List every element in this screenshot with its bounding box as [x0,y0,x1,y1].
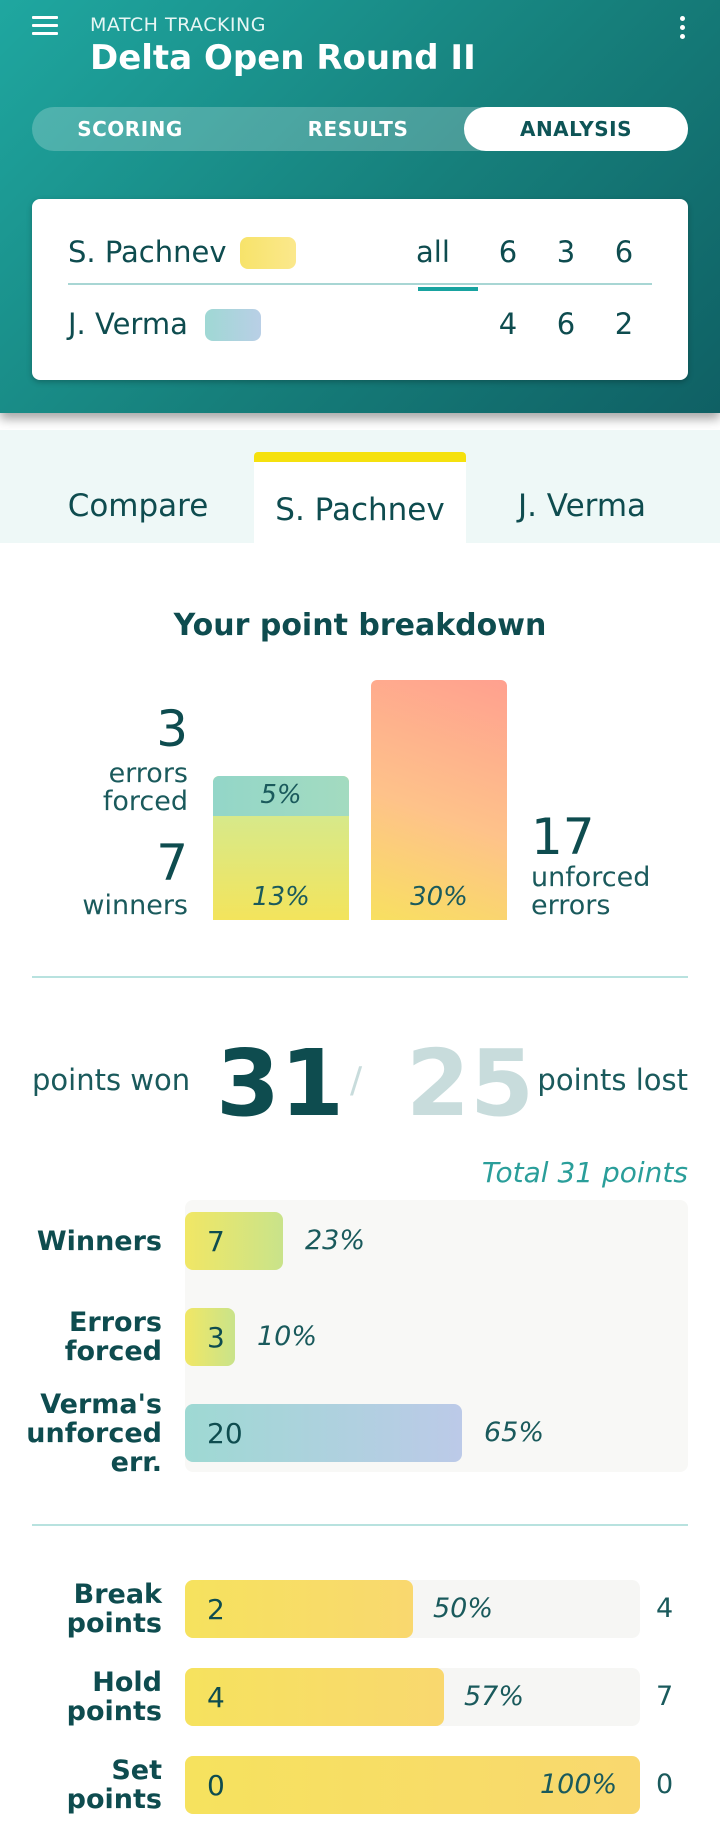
app-header: MATCH TRACKING Delta Open Round II SCORI… [0,0,720,413]
pressure-total: 7 [656,1681,674,1712]
set-score: 6 [556,307,576,341]
player-name: J. Verma [68,307,188,341]
set-score: 3 [556,235,576,269]
menu-icon[interactable] [32,16,58,36]
player-name: S. Pachnev [68,235,227,269]
unforced-errors-count: 17 [531,808,595,866]
won-breakdown-label: Verma's unforced err. [26,1388,162,1478]
won-breakdown-bar: 20 [185,1404,462,1462]
set-score: 4 [498,307,518,341]
tab-analysis[interactable]: ANALYSIS [464,107,688,151]
set-filter-indicator [418,287,478,291]
unforced-errors-bar: 30% [371,680,507,920]
pressure-pct: 100% [540,1769,618,1800]
pressure-label: Break points [66,1579,162,1639]
player-color-chip [240,237,296,269]
pressure-value: 2 [207,1593,225,1626]
won-breakdown-value: 20 [207,1417,243,1450]
pressure-bar: 2 [185,1580,413,1638]
pressure-label: Set points [66,1755,162,1815]
pressure-bar: 0 [185,1756,640,1814]
won-breakdown-bar: 3 [185,1308,235,1366]
won-breakdown-pct: 65% [484,1417,545,1448]
unforced-errors-pct: 30% [410,882,468,912]
winners-errors-bar: 5% 13% [213,776,349,920]
pressure-value: 4 [207,1681,225,1714]
won-breakdown-value: 7 [207,1225,225,1258]
pressure-total: 4 [656,1593,674,1624]
view-tabs: SCORING RESULTS ANALYSIS [32,107,688,151]
points-lost-value: 25 [406,1030,535,1137]
winners-label: winners [82,890,188,921]
won-breakdown-label: Winners [36,1225,162,1257]
errors-forced-label: errors forced [102,758,188,817]
breakdown-title: Your point breakdown [173,608,547,643]
points-won-label: points won [32,1063,191,1097]
page-title: Delta Open Round II [90,38,476,78]
pressure-total: 0 [656,1769,674,1800]
winners-pct: 13% [252,882,310,912]
scoreboard-row: J. Verma 4 6 2 [68,295,652,355]
errors-forced-segment [213,776,349,816]
won-breakdown-label: Errors forced [64,1307,162,1367]
header-subtitle: MATCH TRACKING [90,14,266,36]
tab-player-1[interactable]: S. Pachnev [254,452,466,543]
pressure-pct: 57% [464,1681,525,1712]
points-separator: / [350,1060,363,1101]
total-points-label: Total 31 points [481,1156,688,1189]
won-breakdown-pct: 23% [305,1225,366,1256]
winners-segment [213,816,349,920]
divider [32,1524,688,1526]
unforced-errors-label: unforced errors [531,862,651,921]
set-score: 6 [614,235,634,269]
errors-forced-count: 3 [156,700,188,758]
pressure-pct: 50% [433,1593,494,1624]
tab-compare[interactable]: Compare [67,488,209,524]
won-breakdown-pct: 10% [257,1321,318,1352]
pressure-value: 0 [207,1769,225,1802]
player-color-chip [205,309,261,341]
divider [32,976,688,978]
set-score: 2 [614,307,634,341]
won-breakdown-bar: 7 [185,1212,283,1270]
winners-count: 7 [156,834,188,892]
tab-scoring[interactable]: SCORING [77,117,183,141]
set-score: 6 [498,235,518,269]
tab-results[interactable]: RESULTS [307,117,409,141]
points-lost-label: points lost [537,1063,688,1097]
errors-forced-pct: 5% [260,780,302,810]
points-won-value: 31 [216,1030,345,1137]
scoreboard-card: S. Pachnev all 6 3 6 J. Verma 4 6 2 [32,199,688,380]
pressure-label: Hold points [66,1667,162,1727]
pressure-bar: 4 [185,1668,444,1726]
more-options-icon[interactable] [678,16,688,42]
tab-player-2[interactable]: J. Verma [517,488,647,524]
won-breakdown-value: 3 [207,1321,225,1354]
scoreboard-row: S. Pachnev all 6 3 6 [68,223,652,285]
set-filter-all[interactable]: all [416,235,450,269]
